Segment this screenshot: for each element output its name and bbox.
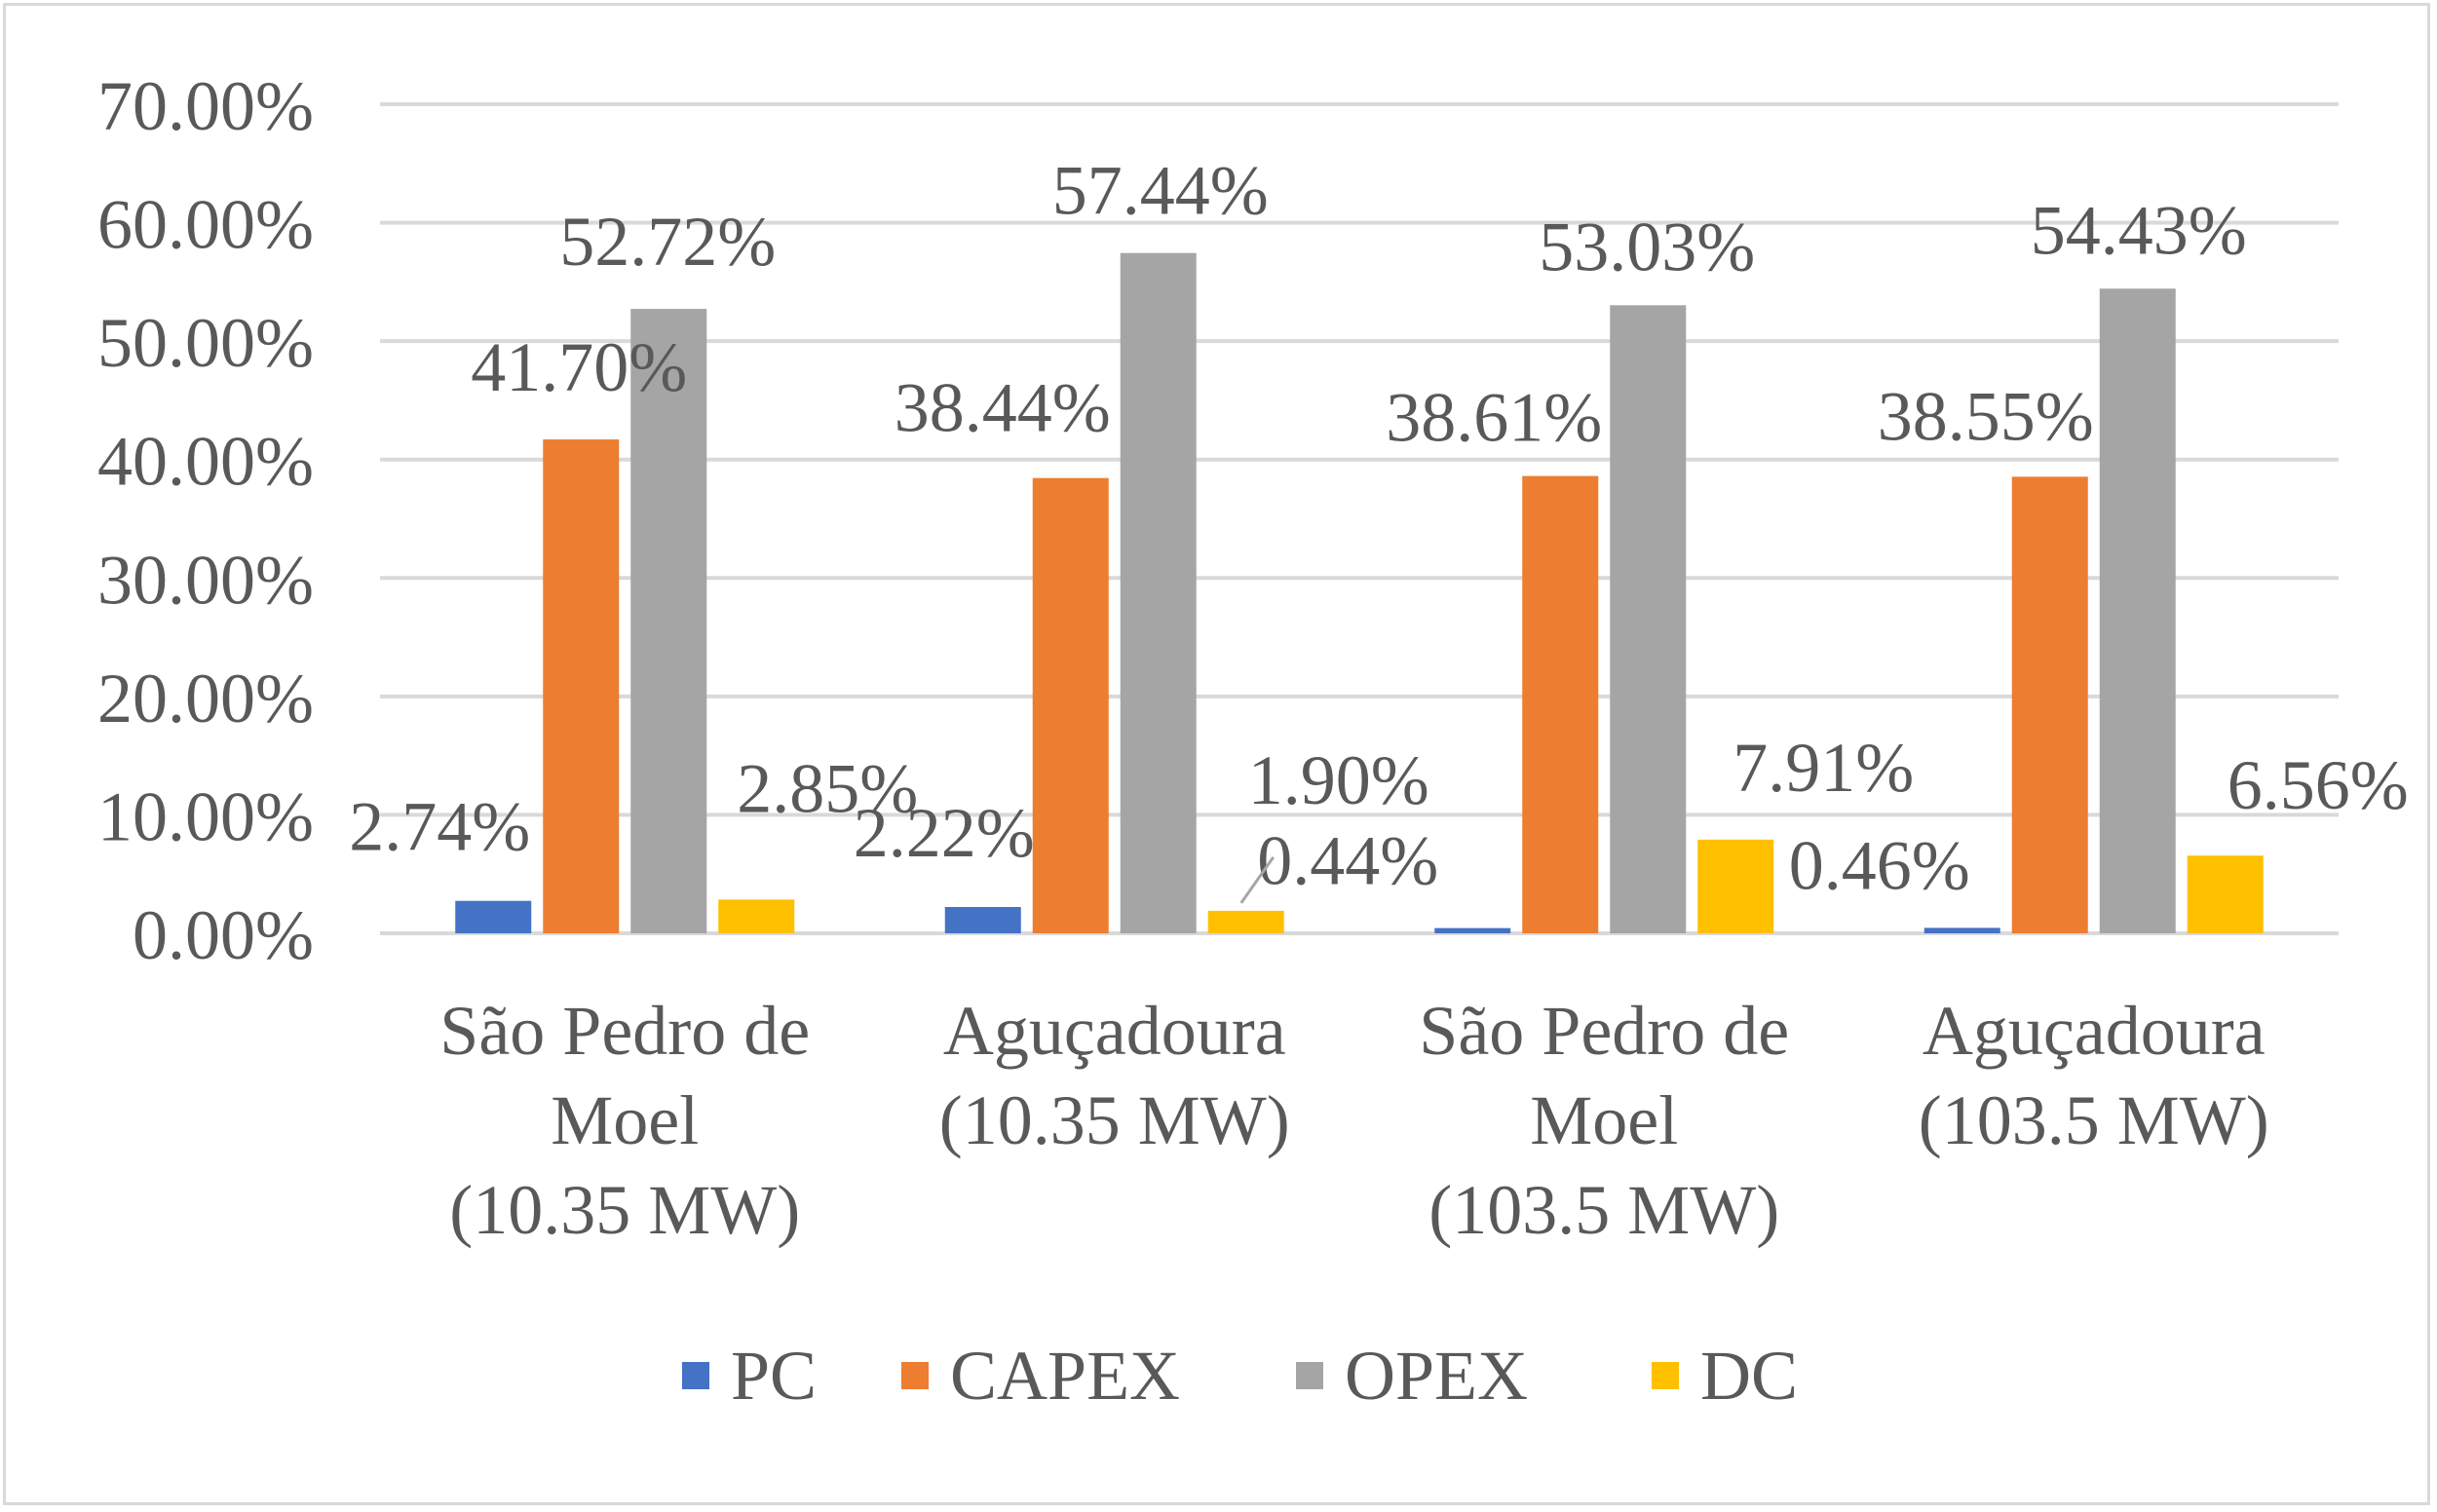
bar-opex <box>1120 252 1197 933</box>
bar-dc <box>1207 910 1284 933</box>
bar-opex <box>630 309 707 933</box>
data-label: 38.61% <box>1386 379 1602 457</box>
bar-opex <box>1610 305 1687 933</box>
data-labels: 2.74% 2.22% 0.44% 0.46% 41.70% 38.44% 38.61% 38… <box>349 152 2408 905</box>
legend-swatch-dc <box>1652 1362 1679 1389</box>
bar-capex <box>1032 477 1109 933</box>
bar-opex <box>2099 288 2176 933</box>
bar-capex <box>2011 476 2088 933</box>
legend-label-dc: DC <box>1700 1337 1798 1415</box>
bar-capex <box>1522 475 1599 933</box>
y-tick-label: 30.00% <box>97 541 314 619</box>
bar-capex <box>543 439 620 933</box>
y-tick-label: 70.00% <box>97 67 314 145</box>
data-label: 38.44% <box>895 369 1111 447</box>
category-label: Moel <box>1530 1081 1678 1159</box>
bar-dc <box>1697 839 1774 933</box>
category-label: São Pedro de <box>1419 992 1789 1070</box>
y-tick-label: 40.00% <box>97 423 314 501</box>
category-label: (10.35 MW) <box>939 1081 1290 1159</box>
category-label: São Pedro de <box>439 992 810 1070</box>
bar-pc <box>1923 927 2000 933</box>
legend-swatch-opex <box>1296 1362 1323 1389</box>
data-label: 2.74% <box>349 788 530 866</box>
category-label: (10.35 MW) <box>449 1171 800 1249</box>
legend-label-pc: PC <box>731 1337 817 1415</box>
category-label: (103.5 MW) <box>1919 1081 2269 1159</box>
bars <box>455 252 2264 933</box>
y-tick-label: 50.00% <box>97 304 314 382</box>
bar-dc <box>2187 855 2264 933</box>
data-label: 6.56% <box>2228 746 2409 824</box>
category-label: Aguçadoura <box>1923 992 2266 1070</box>
data-label: 53.03% <box>1539 208 1755 285</box>
bar-pc <box>455 900 532 933</box>
y-tick-label: 0.00% <box>133 896 314 974</box>
leader-line <box>1239 856 1275 904</box>
bar-pc <box>944 907 1021 933</box>
category-label: (103.5 MW) <box>1428 1171 1779 1249</box>
legend-label-capex: CAPEX <box>950 1337 1180 1415</box>
legend-swatch-pc <box>682 1362 709 1389</box>
y-axis-ticks: 0.00% 10.00% 20.00% 30.00% 40.00% 50.00% 60.00… <box>97 67 314 974</box>
data-label: 1.90% <box>1248 741 1429 819</box>
bar-pc <box>1434 927 1511 933</box>
data-label: 38.55% <box>1878 377 2094 455</box>
legend: PC CAPEX OPEX DC <box>682 1337 1798 1415</box>
bar-dc <box>718 899 795 933</box>
data-label: 41.70% <box>471 328 687 406</box>
data-label: 7.91% <box>1733 729 1914 807</box>
data-label: 57.44% <box>1052 152 1269 230</box>
category-label: Aguçadoura <box>943 992 1286 1070</box>
category-label: Moel <box>551 1081 699 1159</box>
data-label: 0.46% <box>1789 826 1970 904</box>
data-label: 52.72% <box>559 203 776 281</box>
data-label: 54.43% <box>2031 191 2247 269</box>
data-label: 2.22% <box>854 794 1035 872</box>
y-tick-label: 20.00% <box>97 660 314 737</box>
data-label: 0.44% <box>1257 822 1438 900</box>
y-tick-label: 60.00% <box>97 186 314 264</box>
data-label: 2.85% <box>737 749 918 827</box>
y-tick-label: 10.00% <box>97 777 314 855</box>
category-labels: São Pedro de Moel (10.35 MW) Aguçadoura (10.… <box>439 992 2268 1249</box>
legend-swatch-capex <box>901 1362 929 1389</box>
legend-label-opex: OPEX <box>1345 1337 1528 1415</box>
